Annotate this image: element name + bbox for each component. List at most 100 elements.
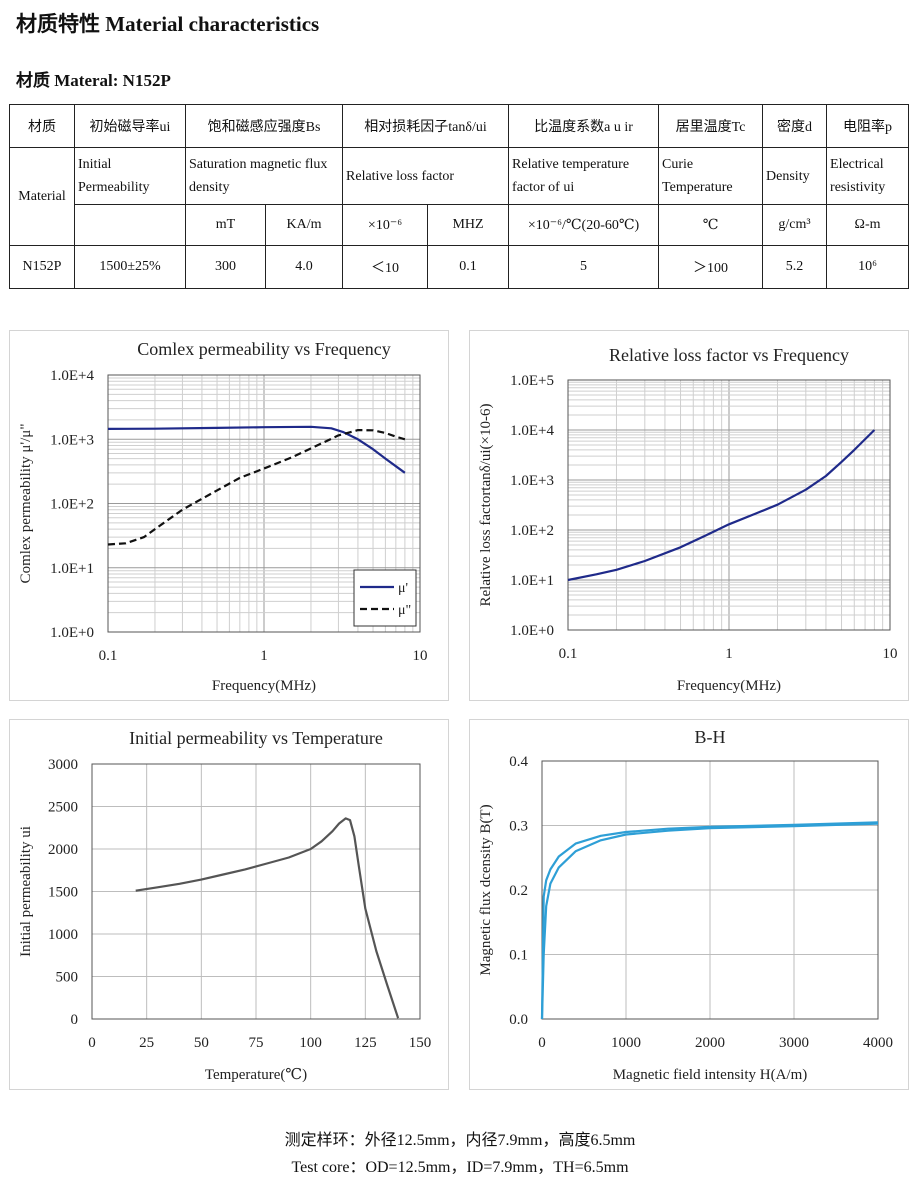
page-title: 材质特性 Material characteristics xyxy=(16,12,320,36)
value-material: N152P xyxy=(9,245,75,289)
y-tick-label: 500 xyxy=(56,970,79,986)
y-tick-label: 1.0E+1 xyxy=(50,561,94,577)
value-loss: ＜10 xyxy=(342,245,429,289)
unit-loss-freq: MHZ xyxy=(427,204,510,246)
unit-resistivity: Ω-m xyxy=(826,204,910,246)
value-resistivity: 10⁶ xyxy=(826,245,910,289)
unit-temp-factor: ×10⁻⁶/℃(20-60℃) xyxy=(508,204,660,246)
header-density-en: Density xyxy=(762,147,828,205)
y-tick-label: 1.0E+5 xyxy=(510,373,554,389)
y-tick-label: 0.1 xyxy=(509,948,528,964)
y-tick-label: 0.2 xyxy=(509,883,528,899)
x-tick-label: 0.1 xyxy=(559,646,578,662)
series-line xyxy=(540,822,879,1020)
header-bs-cn: 饱和磁感应强度Bs xyxy=(184,104,344,148)
chart-title: B-H xyxy=(695,727,726,747)
y-tick-label: 0.0 xyxy=(509,1012,528,1028)
plot-frame xyxy=(567,379,891,631)
header-resistivity-cn: 电阻率p xyxy=(826,104,910,148)
plot-frame xyxy=(107,374,421,633)
x-tick-label: 100 xyxy=(299,1035,322,1051)
chart-title: Comlex permeability vs Frequency xyxy=(137,339,390,359)
footer-test-core-en: Test core：OD=12.5mm，ID=7.9mm，TH=6.5mm xyxy=(291,1159,629,1176)
x-tick-label: 2000 xyxy=(695,1035,725,1051)
header-curie-cn: 居里温度Tc xyxy=(658,104,764,148)
header-loss-cn: 相对损耗因子tanδ/ui xyxy=(342,104,510,148)
header-resistivity-en: Electrical resistivity xyxy=(826,147,910,205)
y-tick-label: 0.3 xyxy=(509,819,528,835)
chart-panel-permeability-frequency: Comlex permeability vs Frequency 0.1 1 10 1.… xyxy=(9,330,449,701)
header-curie-en: Curie Temperature xyxy=(658,147,764,205)
series-line xyxy=(107,425,406,474)
x-axis-label: Frequency(MHz) xyxy=(212,678,316,694)
series-line xyxy=(107,428,406,546)
y-axis-label: Relative loss factortanδ/ui(×10-6) xyxy=(478,404,494,607)
plot-frame xyxy=(91,763,421,1020)
header-material-cn: 材质 xyxy=(9,104,75,148)
y-tick-label: 1.0E+2 xyxy=(510,523,554,539)
y-tick-label: 1.0E+1 xyxy=(510,573,554,589)
unit-ui xyxy=(74,204,186,246)
y-tick-label: 1000 xyxy=(48,927,78,943)
x-tick-label: 10 xyxy=(413,648,428,664)
series-line xyxy=(135,817,400,1019)
value-curie: ＞100 xyxy=(658,245,764,289)
x-tick-label: 150 xyxy=(409,1035,432,1051)
series-line xyxy=(567,429,876,582)
y-axis-label: Comlex permeability μ'/μ" xyxy=(18,424,34,584)
y-tick-label: 1.0E+4 xyxy=(510,423,554,439)
x-axis-label: Temperature(℃) xyxy=(205,1067,307,1083)
y-tick-label: 2000 xyxy=(48,842,78,858)
y-tick-label: 1.0E+3 xyxy=(50,432,94,448)
header-loss-en: Relative loss factor xyxy=(342,147,510,205)
y-tick-label: 1500 xyxy=(48,885,78,901)
x-tick-label: 0 xyxy=(538,1035,546,1051)
x-axis-label: Magnetic field intensity H(A/m) xyxy=(613,1067,808,1083)
x-tick-label: 0.1 xyxy=(99,648,118,664)
value-temp-factor: 5 xyxy=(508,245,660,289)
x-tick-label: 1 xyxy=(725,646,733,662)
y-axis-label: Magnetic flux dcensity B(T) xyxy=(478,804,494,975)
header-ui-cn: 初始磁导率ui xyxy=(74,104,186,148)
plot-frame xyxy=(541,760,879,1020)
y-tick-label: 3000 xyxy=(48,757,78,773)
header-bs-en: Saturation magnetic flux density xyxy=(184,147,344,205)
unit-curie: ℃ xyxy=(658,204,764,246)
unit-bs-ka: KA/m xyxy=(264,204,344,246)
y-tick-label: 1.0E+0 xyxy=(50,625,94,641)
x-tick-label: 4000 xyxy=(863,1035,893,1051)
value-density: 5.2 xyxy=(762,245,828,289)
chart-title: Relative loss factor vs Frequency xyxy=(609,345,849,365)
chart-permeability-temperature: Initial permeability vs Temperature 0 25 50… xyxy=(18,728,432,1083)
value-bs-mt: 300 xyxy=(185,245,266,289)
unit-density: g/cm³ xyxy=(762,204,828,246)
legend-label: μ" xyxy=(398,603,411,618)
header-density-cn: 密度d xyxy=(762,104,828,148)
legend-box xyxy=(353,569,417,627)
x-tick-label: 10 xyxy=(883,646,898,662)
footer-test-core-cn: 测定样环：外径12.5mm，内径7.9mm，高度6.5mm xyxy=(284,1132,636,1149)
x-axis-label: Frequency(MHz) xyxy=(677,678,781,694)
x-tick-label: 50 xyxy=(194,1035,209,1051)
chart-loss-frequency: Relative loss factor vs Frequency 0.1 1 10 1… xyxy=(478,345,898,694)
chart-permeability-frequency: Comlex permeability vs Frequency 0.1 1 10 1.… xyxy=(18,339,428,694)
y-axis-label: Initial permeability ui xyxy=(18,826,34,957)
x-tick-label: 25 xyxy=(139,1035,154,1051)
material-heading: 材质 Materal: N152P xyxy=(16,71,171,90)
y-tick-label: 2500 xyxy=(48,800,78,816)
y-tick-label: 1.0E+4 xyxy=(50,368,94,384)
header-material-en: Material xyxy=(9,147,75,246)
y-tick-label: 1.0E+2 xyxy=(50,497,94,513)
series-line xyxy=(540,821,879,1020)
chart-panel-loss-frequency: Relative loss factor vs Frequency 0.1 1 10 1… xyxy=(469,330,909,701)
y-tick-label: 0 xyxy=(71,1012,79,1028)
header-temp-factor-en: Relative temperature factor of ui xyxy=(508,147,660,205)
value-ui: 1500±25% xyxy=(74,245,186,289)
spec-table: 材质 初始磁导率ui 饱和磁感应强度Bs 相对损耗因子tanδ/ui 比温度系数… xyxy=(9,104,910,289)
legend-label: μ' xyxy=(398,581,408,596)
chart-panel-bh: B-H 0 1000 2000 3000 4000 0.0 0.1 0.2 0.3 0.4 Magne… xyxy=(469,719,909,1090)
unit-loss: ×10⁻⁶ xyxy=(342,204,429,246)
x-tick-label: 75 xyxy=(249,1035,264,1051)
chart-panel-permeability-temperature: Initial permeability vs Temperature 0 25 50… xyxy=(9,719,449,1090)
header-temp-factor-cn: 比温度系数a u ir xyxy=(508,104,660,148)
